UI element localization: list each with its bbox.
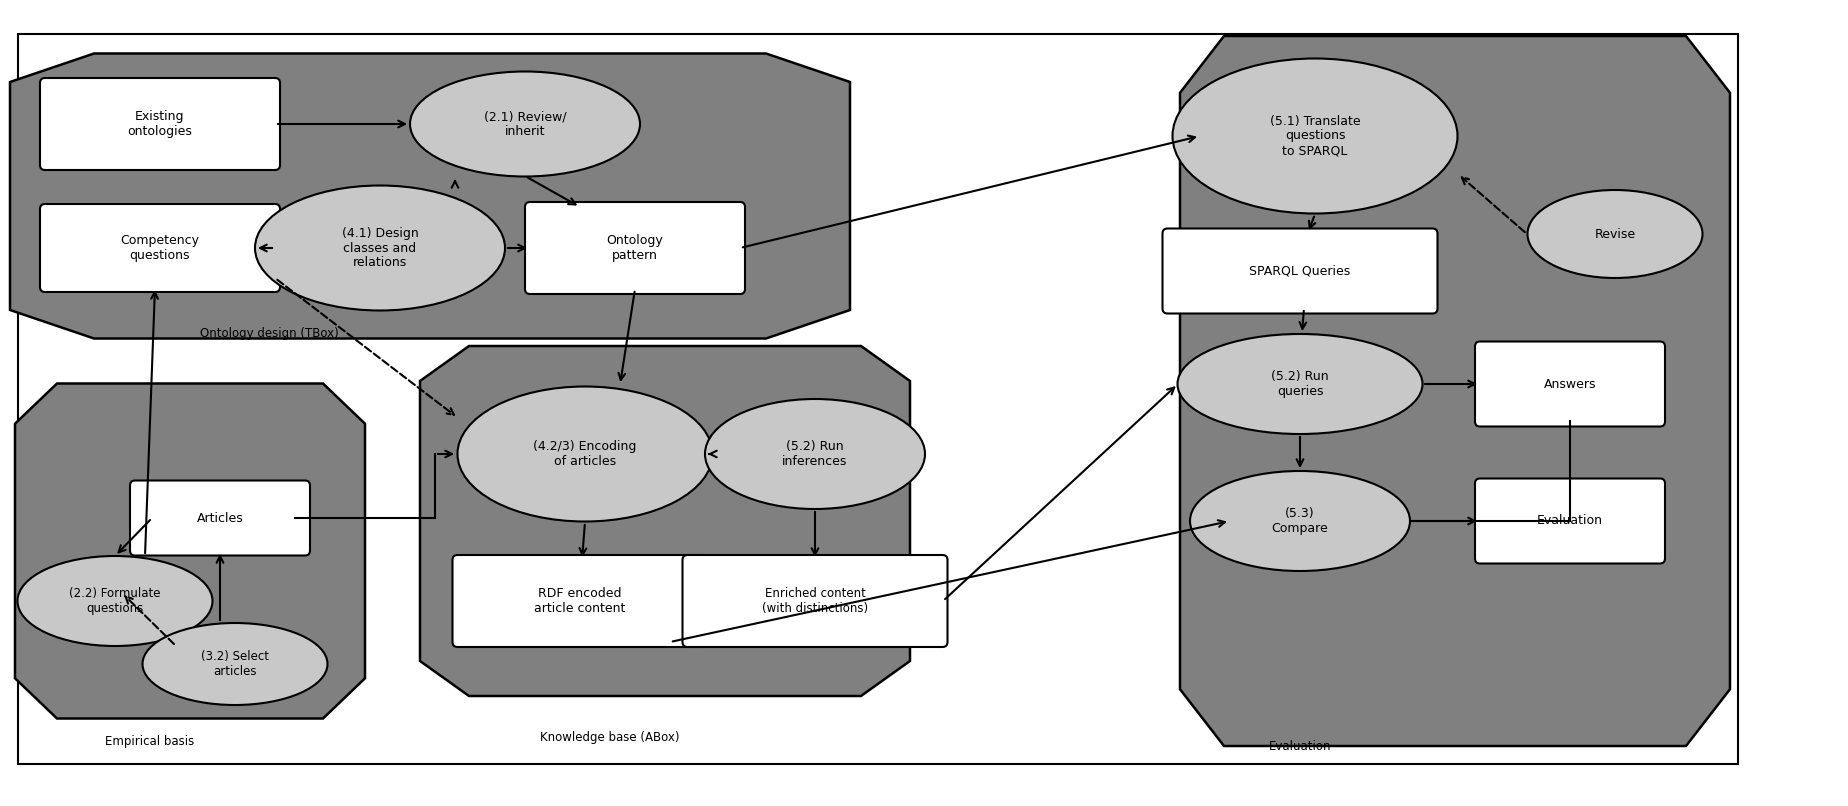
Ellipse shape	[410, 72, 639, 177]
Text: (2.2) Formulate
questions: (2.2) Formulate questions	[68, 587, 161, 615]
FancyBboxPatch shape	[525, 202, 745, 294]
Text: SPARQL Queries: SPARQL Queries	[1249, 264, 1349, 277]
Text: (5.2) Run
queries: (5.2) Run queries	[1271, 370, 1329, 398]
Text: RDF encoded
article content: RDF encoded article content	[534, 587, 625, 615]
Text: (5.2) Run
inferences: (5.2) Run inferences	[782, 440, 846, 468]
Text: Existing
ontologies: Existing ontologies	[128, 110, 192, 138]
Text: Ontology design (TBox): Ontology design (TBox)	[200, 327, 338, 340]
Text: Revise: Revise	[1593, 227, 1635, 240]
Polygon shape	[1179, 36, 1730, 746]
FancyBboxPatch shape	[41, 78, 279, 170]
FancyBboxPatch shape	[129, 480, 310, 555]
Polygon shape	[15, 384, 364, 718]
Ellipse shape	[1172, 59, 1456, 214]
Ellipse shape	[255, 185, 505, 310]
Text: (2.1) Review/
inherit: (2.1) Review/ inherit	[484, 110, 565, 138]
Text: Ontology
pattern: Ontology pattern	[606, 234, 663, 262]
FancyBboxPatch shape	[682, 555, 946, 647]
Text: (3.2) Select
articles: (3.2) Select articles	[201, 650, 268, 678]
FancyBboxPatch shape	[1475, 342, 1663, 426]
Text: (5.1) Translate
questions
to SPARQL: (5.1) Translate questions to SPARQL	[1270, 114, 1360, 157]
Ellipse shape	[17, 556, 213, 646]
Text: Knowledge base (ABox): Knowledge base (ABox)	[540, 732, 680, 745]
Ellipse shape	[1190, 471, 1410, 571]
Text: Evaluation: Evaluation	[1268, 739, 1331, 753]
Text: (4.2/3) Encoding
of articles: (4.2/3) Encoding of articles	[532, 440, 636, 468]
Polygon shape	[9, 53, 850, 339]
Text: Articles: Articles	[196, 512, 244, 525]
FancyBboxPatch shape	[1475, 479, 1663, 563]
FancyBboxPatch shape	[41, 204, 279, 292]
FancyBboxPatch shape	[1162, 228, 1436, 314]
Text: Evaluation: Evaluation	[1536, 514, 1602, 527]
Text: (4.1) Design
classes and
relations: (4.1) Design classes and relations	[342, 226, 418, 269]
Text: Competency
questions: Competency questions	[120, 234, 200, 262]
Text: (5.3)
Compare: (5.3) Compare	[1271, 507, 1327, 535]
Ellipse shape	[1526, 190, 1702, 278]
Text: Answers: Answers	[1543, 377, 1595, 390]
Text: Empirical basis: Empirical basis	[105, 736, 194, 749]
Ellipse shape	[456, 387, 711, 521]
FancyBboxPatch shape	[453, 555, 708, 647]
Ellipse shape	[1177, 334, 1421, 434]
Text: Enriched content
(with distinctions): Enriched content (with distinctions)	[761, 587, 867, 615]
Polygon shape	[419, 346, 909, 696]
Ellipse shape	[704, 399, 924, 509]
Ellipse shape	[142, 623, 327, 705]
